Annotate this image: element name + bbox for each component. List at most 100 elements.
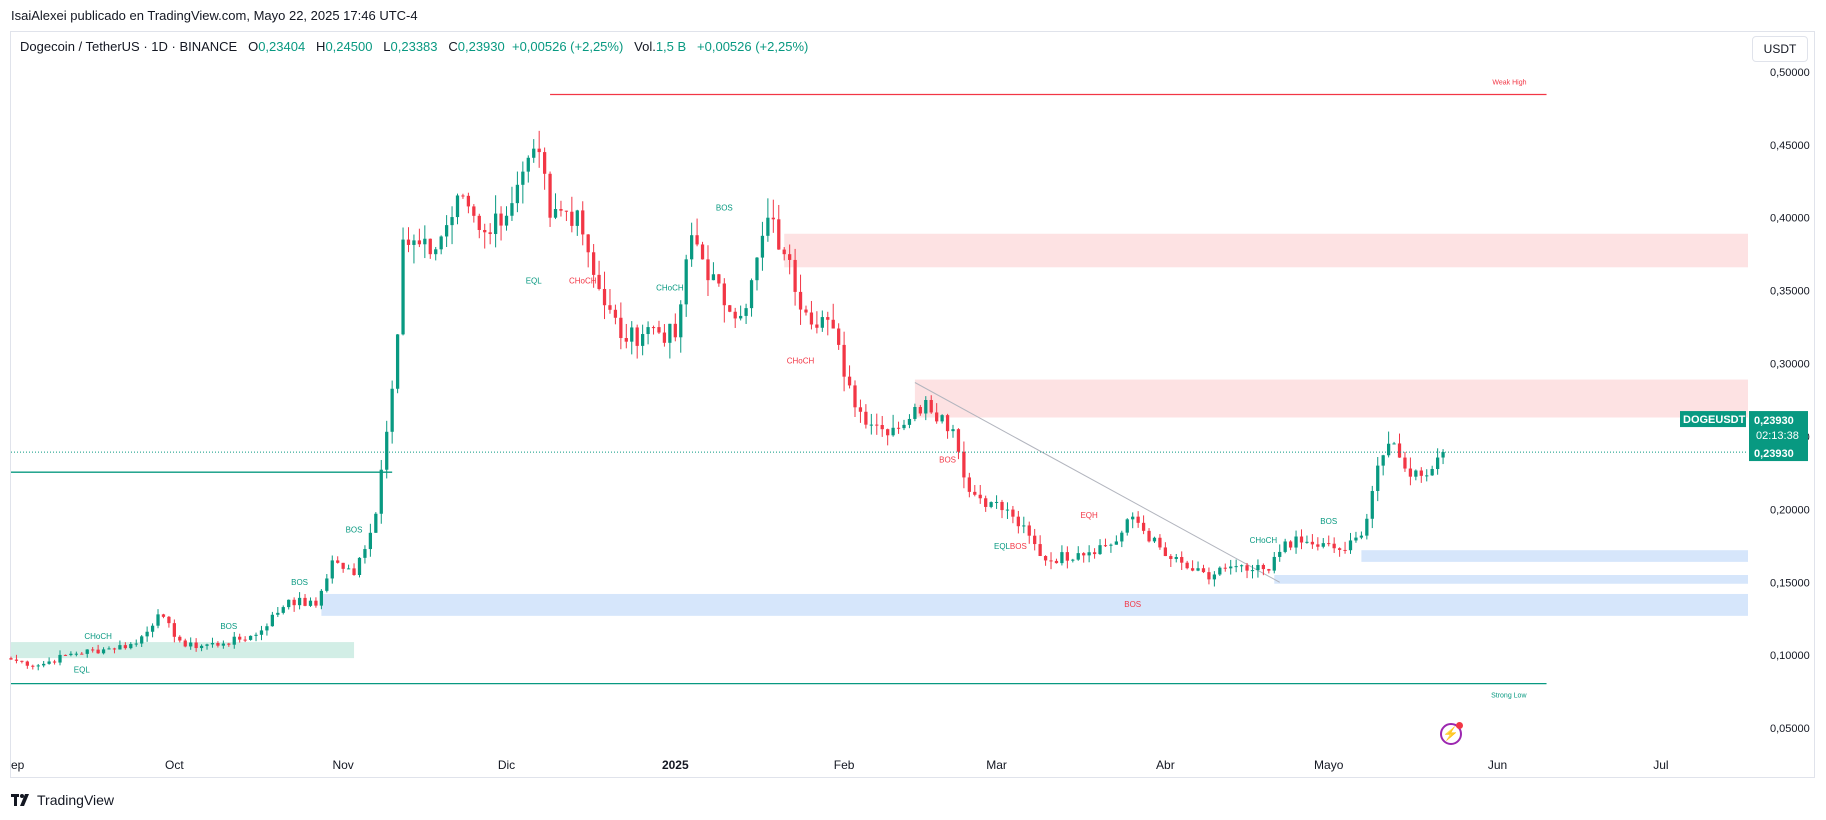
candle-body[interactable] <box>450 217 454 226</box>
candle-body[interactable] <box>483 229 487 233</box>
candle-body[interactable] <box>346 568 351 570</box>
candle-body[interactable] <box>9 658 13 660</box>
candle-body[interactable] <box>1196 568 1200 571</box>
candle-body[interactable] <box>357 557 362 575</box>
candle-body[interactable] <box>711 274 716 281</box>
candle-body[interactable] <box>161 614 166 617</box>
candle-body[interactable] <box>651 327 656 329</box>
candle-body[interactable] <box>287 599 291 608</box>
candle-body[interactable] <box>216 643 220 646</box>
candle-body[interactable] <box>1425 475 1429 477</box>
candle-body[interactable] <box>929 400 933 413</box>
candle-body[interactable] <box>673 323 677 338</box>
candle-body[interactable] <box>488 232 492 235</box>
candle-body[interactable] <box>134 643 138 645</box>
candle-body[interactable] <box>1272 556 1276 571</box>
candle-body[interactable] <box>924 400 928 414</box>
candle-body[interactable] <box>499 213 503 226</box>
candle-body[interactable] <box>1435 457 1440 470</box>
candle-body[interactable] <box>532 148 536 158</box>
candle-body[interactable] <box>390 388 394 432</box>
candle-body[interactable] <box>140 636 144 644</box>
candle-body[interactable] <box>31 665 35 667</box>
candle-body[interactable] <box>1098 545 1102 555</box>
candle-body[interactable] <box>978 494 982 499</box>
candle-body[interactable] <box>1180 557 1184 563</box>
candle-body[interactable] <box>25 661 29 666</box>
candle-body[interactable] <box>123 645 127 649</box>
candle-body[interactable] <box>1016 516 1020 527</box>
candle-body[interactable] <box>766 217 770 236</box>
candle-body[interactable] <box>847 376 852 386</box>
candle-body[interactable] <box>902 424 906 429</box>
candle-body[interactable] <box>1033 535 1037 545</box>
candle-body[interactable] <box>308 600 313 606</box>
candle-body[interactable] <box>330 560 334 579</box>
candle-body[interactable] <box>837 328 841 345</box>
candle-body[interactable] <box>1000 501 1004 511</box>
candle-body[interactable] <box>1071 559 1075 561</box>
candle-body[interactable] <box>597 274 601 289</box>
candle-body[interactable] <box>303 597 307 606</box>
candle-body[interactable] <box>1305 541 1309 543</box>
legend-symbol[interactable]: Dogecoin / TetherUS · 1D · BINANCE <box>20 39 238 54</box>
candle-body[interactable] <box>205 644 209 646</box>
candle-body[interactable] <box>1288 541 1293 548</box>
candle-body[interactable] <box>690 235 694 260</box>
candle-body[interactable] <box>962 451 966 478</box>
trendline[interactable] <box>914 382 1280 583</box>
candle-body[interactable] <box>1185 562 1189 569</box>
candle-body[interactable] <box>210 643 215 645</box>
candle-body[interactable] <box>804 309 808 313</box>
candle-body[interactable] <box>809 312 814 325</box>
zone-supply-1[interactable] <box>914 379 1748 418</box>
candle-body[interactable] <box>760 235 765 258</box>
candle-body[interactable] <box>259 630 264 635</box>
candle-body[interactable] <box>1337 548 1342 550</box>
candle-body[interactable] <box>80 653 84 655</box>
candle-body[interactable] <box>1234 566 1238 568</box>
candle-body[interactable] <box>1131 516 1135 520</box>
candle-body[interactable] <box>52 661 57 663</box>
candle-body[interactable] <box>1359 535 1364 538</box>
candle-body[interactable] <box>477 215 481 230</box>
candle-body[interactable] <box>1278 551 1282 557</box>
candle-body[interactable] <box>913 406 917 419</box>
candle-body[interactable] <box>493 213 498 235</box>
candle-body[interactable] <box>325 578 329 591</box>
candle-body[interactable] <box>428 238 432 255</box>
candle-body[interactable] <box>1245 565 1249 571</box>
candle-body[interactable] <box>951 429 955 432</box>
candle-body[interactable] <box>172 623 176 637</box>
candle-body[interactable] <box>1038 544 1042 557</box>
candle-body[interactable] <box>657 327 661 333</box>
candle-body[interactable] <box>1316 544 1320 547</box>
candle-body[interactable] <box>559 209 563 211</box>
candle-body[interactable] <box>564 210 569 212</box>
candle-body[interactable] <box>281 607 285 613</box>
candle-body[interactable] <box>1120 532 1124 542</box>
candle-body[interactable] <box>472 206 476 216</box>
candle-body[interactable] <box>107 648 111 650</box>
candle-body[interactable] <box>684 259 688 305</box>
candle-body[interactable] <box>771 217 775 220</box>
candle-body[interactable] <box>755 257 759 281</box>
candle-body[interactable] <box>542 152 547 174</box>
candle-body[interactable] <box>717 274 721 284</box>
candle-body[interactable] <box>1408 468 1413 477</box>
tradingview-logo[interactable]: TradingView <box>11 792 114 808</box>
candle-body[interactable] <box>1403 457 1407 469</box>
candle-body[interactable] <box>744 308 748 316</box>
candle-body[interactable] <box>875 424 879 426</box>
candle-body[interactable] <box>297 597 302 606</box>
candle-body[interactable] <box>984 498 988 507</box>
last-price-tag-box[interactable] <box>1749 444 1808 462</box>
candle-body[interactable] <box>886 429 890 436</box>
candle-body[interactable] <box>553 209 558 218</box>
candle-body[interactable] <box>548 173 552 218</box>
candle-body[interactable] <box>1310 541 1315 545</box>
candle-body[interactable] <box>63 654 68 656</box>
candle-body[interactable] <box>20 660 24 662</box>
candle-body[interactable] <box>1201 568 1206 573</box>
candle-body[interactable] <box>1365 518 1369 536</box>
